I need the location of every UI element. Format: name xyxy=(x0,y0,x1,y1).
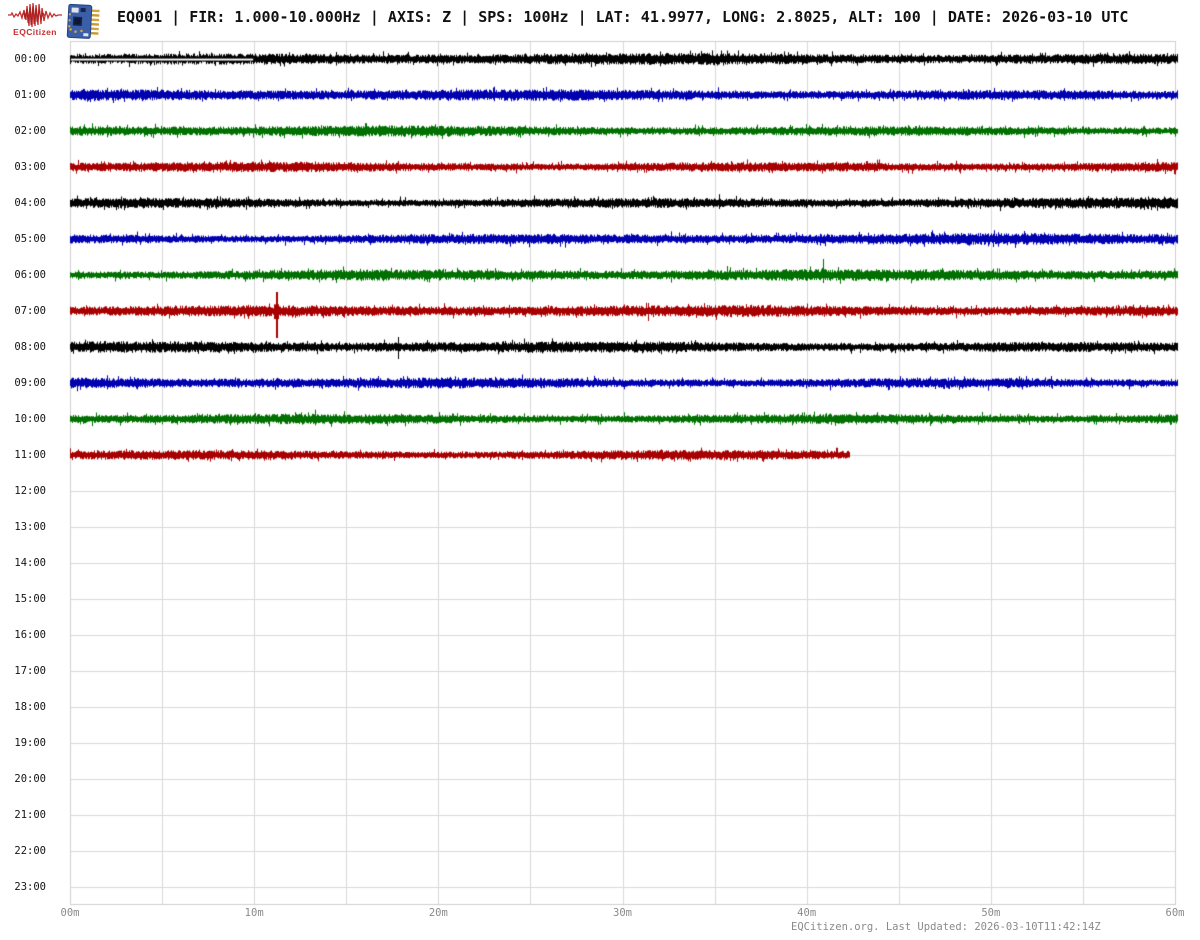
row-label-22: 22:00 xyxy=(14,845,46,857)
row-label-12: 12:00 xyxy=(14,485,46,497)
row-label-2: 02:00 xyxy=(14,125,46,137)
row-label-7: 07:00 xyxy=(14,305,46,317)
row-label-18: 18:00 xyxy=(14,701,46,713)
x-tick-label-6: 60m xyxy=(1165,907,1185,919)
row-label-4: 04:00 xyxy=(14,197,46,209)
logo-brand-text: EQCitizen xyxy=(13,27,57,37)
row-label-3: 03:00 xyxy=(14,161,46,173)
station-header-title: EQ001 | FIR: 1.000-10.000Hz | AXIS: Z | … xyxy=(117,8,1129,26)
row-label-10: 10:00 xyxy=(14,413,46,425)
row-label-14: 14:00 xyxy=(14,557,46,569)
row-label-21: 21:00 xyxy=(14,809,46,821)
row-label-8: 08:00 xyxy=(14,341,46,353)
row-label-16: 16:00 xyxy=(14,629,46,641)
x-tick-label-3: 30m xyxy=(613,907,632,919)
x-tick-label-1: 10m xyxy=(244,907,264,919)
seismometer-pcb-icon xyxy=(66,3,100,39)
row-label-6: 06:00 xyxy=(14,269,46,281)
row-label-0: 00:00 xyxy=(14,53,46,65)
row-label-17: 17:00 xyxy=(14,665,46,677)
row-label-5: 05:00 xyxy=(14,233,46,245)
row-label-9: 09:00 xyxy=(14,377,46,389)
x-tick-label-5: 50m xyxy=(981,907,1001,919)
x-tick-label-0: 00m xyxy=(60,907,80,919)
footer-status-text: EQCitizen.org. Last Updated: 2026-03-10T… xyxy=(791,921,1101,933)
row-label-15: 15:00 xyxy=(14,593,46,605)
row-label-11: 11:00 xyxy=(14,449,46,461)
row-label-20: 20:00 xyxy=(14,773,46,785)
row-label-1: 01:00 xyxy=(14,89,46,101)
eqcitizen-logo: EQCitizen xyxy=(8,2,62,42)
row-label-19: 19:00 xyxy=(14,737,46,749)
seismic-waveform-icon xyxy=(8,2,62,28)
row-label-23: 23:00 xyxy=(14,881,46,893)
row-label-13: 13:00 xyxy=(14,521,46,533)
x-tick-label-2: 20m xyxy=(428,907,448,919)
x-tick-label-4: 40m xyxy=(797,907,817,919)
